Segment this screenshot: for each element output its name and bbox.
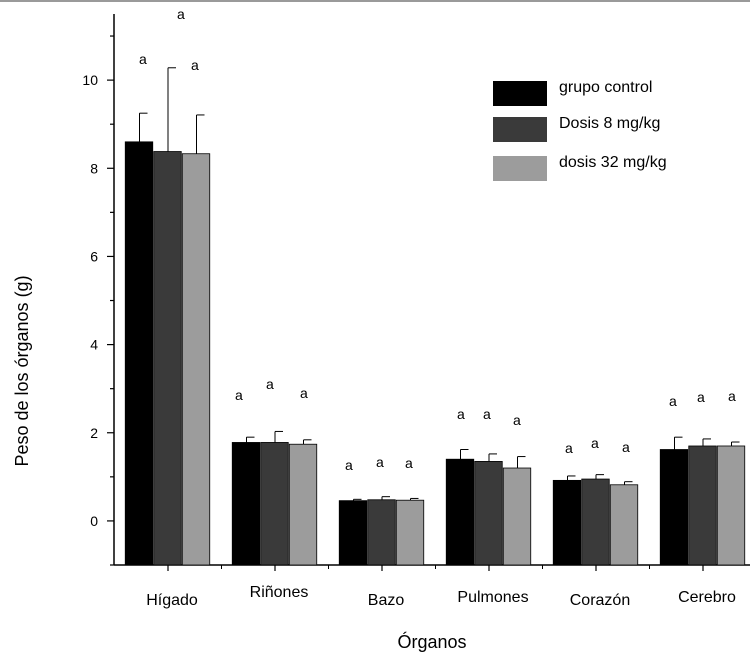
significance-label: a bbox=[376, 454, 384, 470]
y-tick-label: 2 bbox=[90, 425, 98, 441]
significance-label: a bbox=[177, 6, 185, 22]
x-tick-label: Bazo bbox=[368, 592, 405, 609]
significance-label: a bbox=[513, 412, 521, 428]
significance-label: a bbox=[457, 406, 465, 422]
bar bbox=[609, 484, 639, 566]
x-tick-label: Cerebro bbox=[678, 589, 736, 606]
significance-label: a bbox=[300, 385, 308, 401]
significance-label: a bbox=[139, 51, 147, 67]
bar bbox=[659, 449, 689, 566]
bar bbox=[153, 151, 182, 566]
significance-label: a bbox=[622, 439, 630, 455]
significance-label: a bbox=[191, 57, 199, 73]
bars: a a a a a a a a a a a a a a a a a a bbox=[124, 6, 746, 566]
legend-swatch bbox=[493, 81, 547, 106]
legend-swatch bbox=[493, 156, 547, 181]
top-border bbox=[0, 0, 750, 2]
y-tick-label: 10 bbox=[82, 72, 98, 88]
legend: grupo control Dosis 8 mg/kg dosis 32 mg/kg bbox=[493, 79, 667, 181]
legend-label: grupo control bbox=[559, 79, 652, 96]
significance-label: a bbox=[483, 406, 491, 422]
y-tick-label: 8 bbox=[90, 160, 98, 176]
bar bbox=[581, 478, 610, 566]
bar bbox=[688, 445, 717, 566]
significance-label: a bbox=[697, 389, 705, 405]
x-axis-title: Órganos bbox=[397, 631, 466, 652]
legend-label: Dosis 8 mg/kg bbox=[559, 115, 660, 132]
x-tick-label: Riñones bbox=[250, 584, 309, 601]
x-tick-label: Hígado bbox=[146, 592, 198, 609]
significance-label: a bbox=[266, 376, 274, 392]
legend-label: dosis 32 mg/kg bbox=[559, 154, 667, 171]
x-tick-label: Corazón bbox=[570, 592, 630, 609]
significance-label: a bbox=[591, 435, 599, 451]
bar bbox=[338, 500, 368, 566]
bar bbox=[260, 442, 289, 566]
legend-swatch bbox=[493, 117, 547, 142]
bar bbox=[288, 443, 318, 566]
bar bbox=[445, 458, 475, 566]
bar bbox=[124, 141, 154, 566]
y-tick-label: 4 bbox=[90, 337, 98, 353]
bar bbox=[395, 499, 425, 566]
significance-label: a bbox=[345, 457, 353, 473]
x-tick-label: Pulmones bbox=[457, 589, 528, 606]
axes: 0 2 4 6 8 10 Hígado Riñones Bazo Pulmones Corazón C… bbox=[82, 14, 750, 609]
bar bbox=[367, 499, 396, 566]
bar bbox=[716, 445, 746, 566]
bar bbox=[474, 461, 503, 566]
significance-label: a bbox=[235, 387, 243, 403]
y-axis-title: Peso de los órganos (g) bbox=[12, 275, 32, 466]
y-tick-label: 6 bbox=[90, 248, 98, 264]
significance-label: a bbox=[565, 440, 573, 456]
significance-label: a bbox=[405, 455, 413, 471]
significance-label: a bbox=[728, 388, 736, 404]
bar bbox=[552, 479, 582, 566]
bar bbox=[181, 153, 211, 566]
bar bbox=[231, 442, 261, 566]
y-tick-label: 0 bbox=[90, 513, 98, 529]
significance-label: a bbox=[669, 393, 677, 409]
bar bbox=[502, 467, 532, 566]
